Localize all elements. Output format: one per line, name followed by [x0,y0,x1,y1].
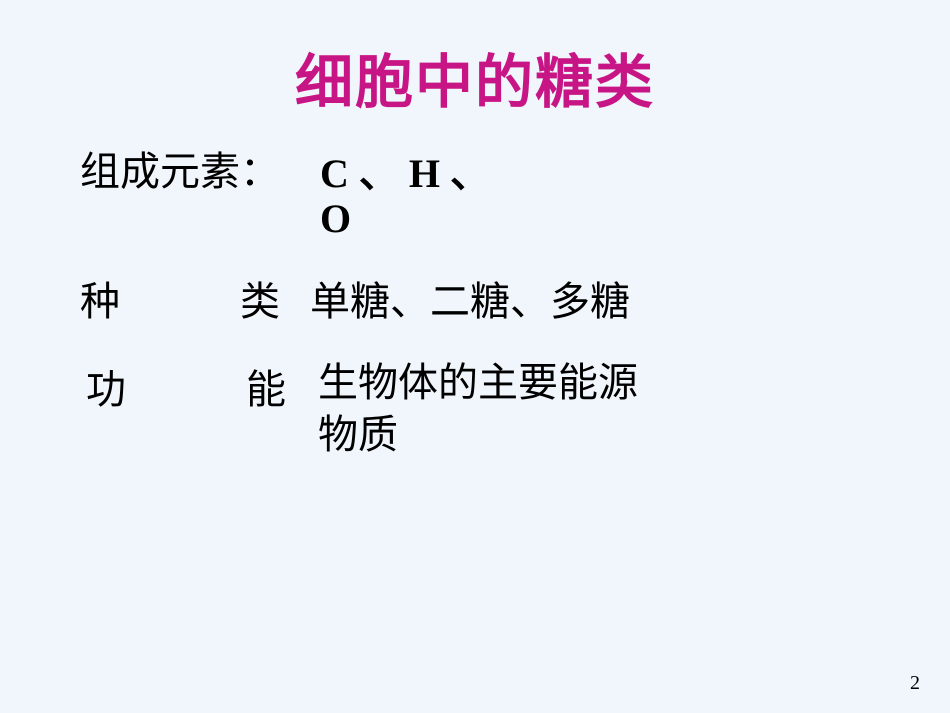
label-function-char2: 能 [246,367,286,412]
label-composition: 组成元素： [80,139,280,197]
value-function-line1: 生物体的主要能源 [318,360,638,405]
label-types-char1: 种 [80,279,240,324]
value-function: 生物体的主要能源 物质 [318,357,638,461]
label-function: 功能 [80,357,286,415]
value-types: 单糖、二糖、多糖 [310,269,630,327]
row-function: 功能 生物体的主要能源 物质 [80,357,950,415]
label-function-char1: 功 [86,367,246,412]
slide-container: 细胞中的糖类 组成元素： C 、 H 、 O 种类 单糖、二糖、多糖 功能 生物… [0,0,950,713]
label-types-char2: 类 [240,279,280,324]
value-composition-line1: C 、 H 、 [320,141,490,199]
row-types: 种类 单糖、二糖、多糖 [80,269,950,327]
content-area: 组成元素： C 、 H 、 O 种类 单糖、二糖、多糖 功能 生物体的主要能源 … [0,119,950,415]
label-types: 种类 [80,269,280,327]
page-number: 2 [910,672,920,695]
row-composition: 组成元素： C 、 H 、 O [80,139,950,197]
slide-title: 细胞中的糖类 [0,0,950,119]
value-composition-line2: O [320,195,351,242]
value-function-line2: 物质 [318,412,398,457]
